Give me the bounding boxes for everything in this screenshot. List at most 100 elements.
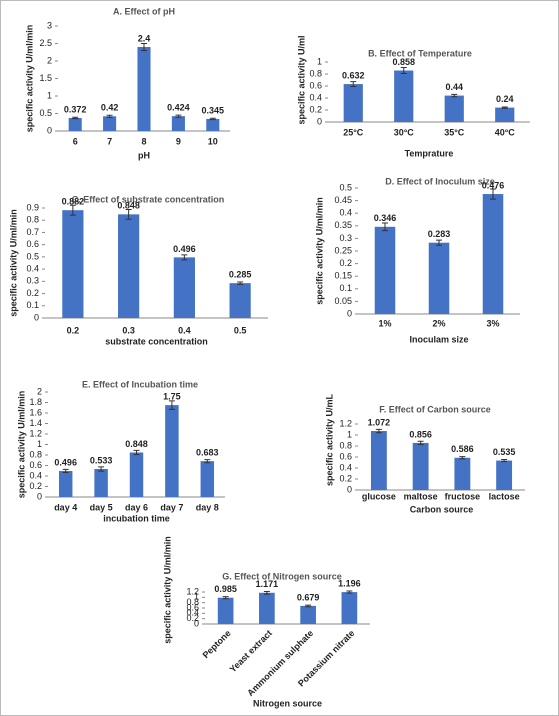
y-tick-label: 1.2	[339, 418, 352, 428]
x-tick-label: lactose	[489, 491, 520, 501]
y-tick-label: 0	[317, 116, 322, 126]
data-label: 0.856	[409, 429, 432, 439]
bar	[171, 116, 185, 131]
y-tick-label: 0.6	[309, 80, 322, 90]
bar	[165, 405, 179, 497]
error-bar	[375, 428, 382, 434]
bar	[370, 431, 387, 490]
x-tick-label: day 8	[196, 502, 219, 512]
data-label: 2.4	[138, 33, 151, 43]
bar	[259, 592, 275, 624]
y-axis-label: specific activity U/ml/min	[314, 197, 324, 305]
x-tick-label: day 5	[90, 502, 113, 512]
error-bar	[106, 114, 113, 118]
y-tick-label: 0.4	[339, 462, 352, 472]
y-tick-label: 1	[194, 592, 199, 602]
y-tick-label: 1	[347, 429, 352, 439]
error-bar	[263, 590, 270, 595]
data-label: 0.679	[297, 592, 320, 602]
bar	[229, 283, 251, 318]
y-tick-label: 0.1	[26, 300, 39, 310]
y-tick-label: 0.15	[334, 271, 352, 281]
data-label: 0.985	[214, 584, 237, 594]
y-tick-label: 0.3	[26, 276, 39, 286]
data-label: 0.496	[54, 457, 77, 467]
y-tick-label: 0.45	[334, 195, 352, 205]
y-axis-label: specific activity U/mL	[324, 393, 334, 486]
data-label: 0.882	[62, 197, 85, 207]
bar	[454, 457, 471, 490]
x-tick-label: 7	[107, 136, 112, 146]
y-tick-label: 0.4	[339, 208, 352, 218]
x-axis-label: Inoculam size	[409, 334, 468, 344]
y-tick-label: 2	[37, 386, 42, 396]
x-tick-label: 6	[73, 136, 78, 146]
y-tick-label: 0.6	[339, 451, 352, 461]
bar	[444, 95, 464, 122]
error-bar	[382, 222, 388, 232]
chart-title: F. Effect of Carbon source	[379, 404, 491, 414]
error-bar	[98, 466, 105, 472]
y-tick-label: 0	[194, 618, 199, 628]
y-tick-label: 0	[37, 491, 42, 501]
data-label: 0.858	[392, 57, 415, 67]
y-tick-label: 1	[317, 56, 322, 66]
data-label: 0.283	[428, 229, 451, 239]
y-tick-label: 0.5	[339, 182, 352, 192]
y-tick-label: 0.8	[29, 449, 42, 459]
bar	[129, 452, 144, 497]
x-tick-label: 40°C	[495, 127, 516, 137]
x-tick-label: maltose	[404, 491, 438, 501]
data-label: 0.632	[342, 70, 365, 80]
y-axis-label: specific activity U/ml/min	[8, 209, 18, 317]
y-tick-label: 1.6	[29, 407, 42, 417]
data-label: 0.346	[374, 213, 397, 223]
bar	[173, 257, 195, 318]
bar	[394, 70, 414, 122]
error-bar	[181, 254, 188, 261]
error-bar	[204, 459, 211, 464]
y-tick-label: 0.05	[334, 296, 352, 306]
x-tick-label: day 7	[160, 502, 183, 512]
y-tick-label: 1.4	[29, 418, 42, 428]
y-tick-label: 1.2	[29, 428, 42, 438]
y-tick-label: 0	[47, 125, 52, 135]
data-label: 0.586	[451, 444, 474, 454]
data-label: 1.196	[338, 578, 361, 588]
bar	[482, 194, 504, 314]
bar	[68, 117, 82, 131]
y-axis-label: specific activity U/ml/min	[162, 536, 172, 644]
data-label: 0.424	[167, 103, 190, 113]
bar	[137, 47, 151, 131]
x-tick-label: 0.2	[67, 325, 80, 335]
y-tick-label: 0.3	[339, 233, 352, 243]
error-bar	[168, 400, 175, 410]
y-tick-label: 0.8	[309, 68, 322, 78]
y-tick-label: 0.2	[186, 613, 199, 623]
y-tick-label: 1	[47, 90, 52, 100]
bar	[94, 469, 108, 497]
x-tick-label: 9	[176, 136, 181, 146]
x-tick-label: 0.3	[122, 325, 135, 335]
error-bar	[346, 590, 353, 594]
error-bar	[125, 208, 132, 220]
bar	[496, 460, 513, 490]
x-tick-label: 2%	[432, 318, 445, 328]
y-axis-label: specific activity U/ml/min	[16, 391, 26, 499]
data-label: 0.372	[64, 104, 87, 114]
bar	[343, 84, 363, 122]
y-tick-label: 0.4	[26, 263, 39, 273]
y-tick-label: 0.9	[26, 202, 39, 212]
y-tick-label: 2.5	[39, 38, 52, 48]
x-tick-label: Peptone	[201, 628, 233, 660]
chart-title: C. Effect of substrate concentration	[72, 194, 225, 204]
x-axis-label: Carbon source	[410, 504, 474, 514]
x-axis-label: Temprature	[405, 148, 454, 158]
error-bar	[141, 43, 147, 51]
error-bar	[490, 188, 496, 200]
x-tick-label: day 6	[125, 502, 148, 512]
y-tick-label: 0.2	[309, 104, 322, 114]
error-bar	[501, 458, 508, 463]
y-tick-label: 0.6	[26, 239, 39, 249]
error-bar	[305, 604, 312, 608]
